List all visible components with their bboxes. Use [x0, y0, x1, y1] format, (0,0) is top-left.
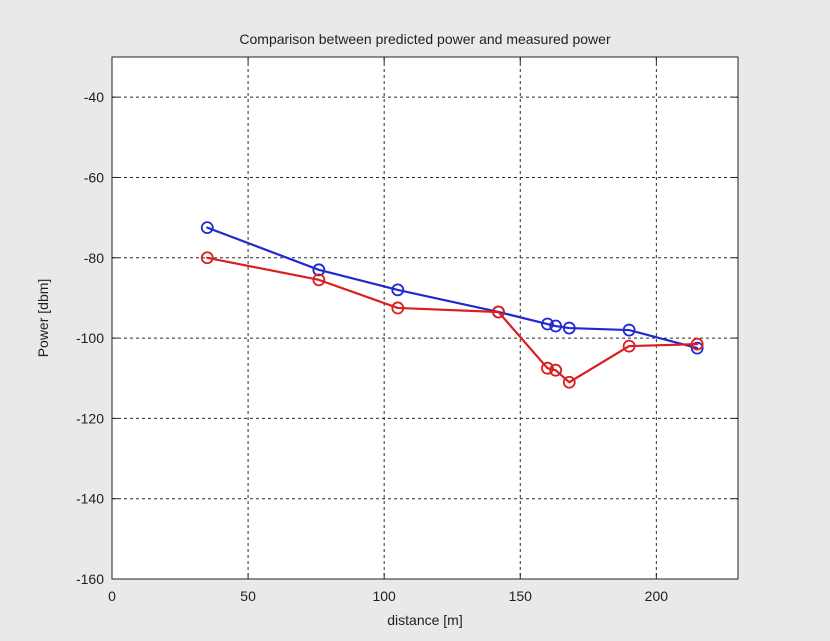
series-point [541, 361, 554, 375]
y-tick-label: -160 [76, 571, 104, 587]
x-tick-label: 200 [645, 588, 669, 604]
series-point [690, 341, 704, 355]
series-line [206, 226, 699, 350]
series-point [622, 323, 636, 337]
series-point [562, 375, 576, 389]
series-point [549, 363, 563, 377]
x-tick-label: 150 [509, 588, 533, 604]
y-tick-label: -60 [84, 169, 104, 185]
y-tick-label: -80 [84, 250, 104, 266]
y-tick-label: -120 [76, 410, 104, 426]
series-point [492, 305, 505, 319]
y-axis-title: Power [dbm] [35, 279, 51, 358]
x-axis-title: distance [m] [387, 612, 462, 628]
x-tick-label: 0 [108, 588, 116, 604]
tick-layer: 0 50 100 150 200 -160 -140 -120 -100 -80 -60 -40 [76, 57, 738, 604]
x-tick-label: 50 [240, 588, 256, 604]
series-point [562, 321, 576, 335]
series-point [312, 263, 326, 277]
series-point [312, 273, 326, 287]
plot-area [111, 56, 739, 580]
series-point [541, 317, 554, 331]
y-tick-label: -140 [76, 491, 104, 507]
y-tick-label: -40 [84, 89, 104, 105]
series-point [200, 221, 214, 235]
series-point [622, 339, 636, 353]
chart-title: Comparison between predicted power and m… [239, 31, 611, 47]
series-line [206, 256, 699, 384]
series-point [200, 251, 214, 265]
series-layer [200, 221, 704, 389]
x-tick-label: 100 [372, 588, 396, 604]
series-point [549, 319, 563, 333]
series-point [690, 337, 704, 351]
series-point [391, 301, 405, 315]
series-point [391, 283, 405, 297]
y-tick-label: -100 [76, 330, 104, 346]
